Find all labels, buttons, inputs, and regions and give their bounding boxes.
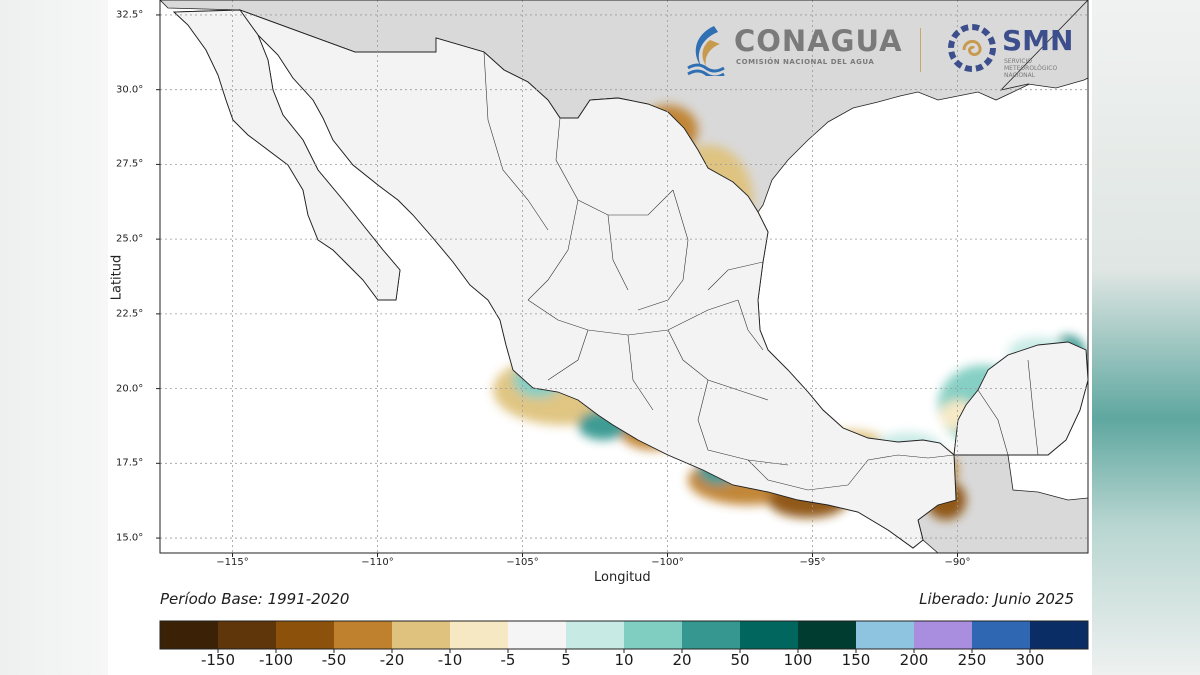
lat-tick-label: 25.0° bbox=[116, 233, 144, 245]
plot-frame bbox=[159, 0, 1089, 554]
x-axis-title: Longitud bbox=[594, 570, 651, 585]
base-period-note: Período Base: 1991-2020 bbox=[160, 590, 350, 608]
lon-tick-label: −115° bbox=[216, 557, 249, 568]
colorbar-swatch bbox=[276, 621, 335, 649]
conagua-subtitle: COMISIÓN NACIONAL DEL AGUA bbox=[736, 58, 875, 66]
logo-divider bbox=[920, 28, 921, 72]
lat-tick-label: 27.5° bbox=[116, 158, 144, 170]
colorbar-label: 10 bbox=[614, 651, 634, 669]
conagua-logo-icon bbox=[687, 26, 725, 76]
colorbar-swatch bbox=[914, 621, 973, 649]
background-right bbox=[1092, 0, 1200, 675]
lat-tick-label: 17.5° bbox=[116, 457, 144, 469]
conagua-wordmark: CONAGUA bbox=[734, 24, 903, 58]
lon-tick-label: −100° bbox=[651, 557, 684, 568]
colorbar-swatch bbox=[450, 621, 509, 649]
state-borders bbox=[483, 51, 1039, 491]
colorbar-swatch bbox=[508, 621, 567, 649]
colorbar-swatch bbox=[972, 621, 1031, 649]
lat-tick-label: 20.0° bbox=[116, 383, 144, 395]
colorbar-label: -100 bbox=[258, 651, 294, 669]
release-note: Liberado: Junio 2025 bbox=[919, 590, 1074, 608]
colorbar-swatch bbox=[682, 621, 741, 649]
y-axis-title: Latitud bbox=[109, 254, 125, 301]
colorbar-swatch bbox=[160, 621, 219, 649]
colorbar-label: 250 bbox=[957, 651, 987, 669]
colorbar-swatch bbox=[566, 621, 625, 649]
smn-logo-icon bbox=[948, 24, 996, 72]
colorbar-label: -50 bbox=[321, 651, 347, 669]
florida-land bbox=[999, 0, 1088, 91]
colorbar-label: 5 bbox=[561, 651, 571, 669]
background-left bbox=[0, 0, 108, 675]
lon-tick-label: −110° bbox=[361, 557, 394, 568]
colorbar-label: 50 bbox=[730, 651, 750, 669]
colorbar-swatch bbox=[740, 621, 799, 649]
lat-tick-label: 32.5° bbox=[116, 9, 144, 21]
lon-tick-label: −90° bbox=[944, 557, 971, 568]
colorbar-label: 300 bbox=[1015, 651, 1045, 669]
colorbar-label: -150 bbox=[200, 651, 236, 669]
colorbar-swatch bbox=[334, 621, 393, 649]
colorbar-label: -10 bbox=[437, 651, 463, 669]
lon-tick-label: −95° bbox=[799, 557, 826, 568]
colorbar-swatch bbox=[392, 621, 451, 649]
colorbar-swatch bbox=[218, 621, 277, 649]
gridlines bbox=[160, 0, 1088, 553]
lat-tick-label: 22.5° bbox=[116, 308, 144, 320]
tick-marks bbox=[156, 14, 958, 557]
colorbar bbox=[159, 620, 1089, 653]
colorbar-label: 20 bbox=[672, 651, 692, 669]
colorbar-label: 150 bbox=[841, 651, 871, 669]
colorbar-label: -20 bbox=[379, 651, 405, 669]
colorbar-swatch bbox=[798, 621, 857, 649]
colorbar-swatch bbox=[624, 621, 683, 649]
lat-tick-label: 15.0° bbox=[116, 532, 144, 544]
smn-subtitle: SERVICIO METEOROLÓGICO NACIONAL bbox=[1004, 58, 1058, 79]
smn-wordmark: SMN bbox=[1002, 24, 1074, 57]
colorbar-label: 100 bbox=[783, 651, 813, 669]
lon-tick-label: −105° bbox=[506, 557, 539, 568]
colorbar-swatch bbox=[856, 621, 915, 649]
map-canvas bbox=[156, 0, 1089, 557]
anomaly-map-figure: 32.5° 30.0° 27.5° 25.0° 22.5° 20.0° 17.5° 15.0°… bbox=[108, 0, 1092, 675]
colorbar-swatch bbox=[1030, 621, 1089, 649]
colorbar-label: -5 bbox=[500, 651, 516, 669]
colorbar-label: 200 bbox=[899, 651, 929, 669]
lat-tick-label: 30.0° bbox=[116, 84, 144, 96]
logo-header: CONAGUA COMISIÓN NACIONAL DEL AGUA SMN S… bbox=[684, 18, 1086, 80]
